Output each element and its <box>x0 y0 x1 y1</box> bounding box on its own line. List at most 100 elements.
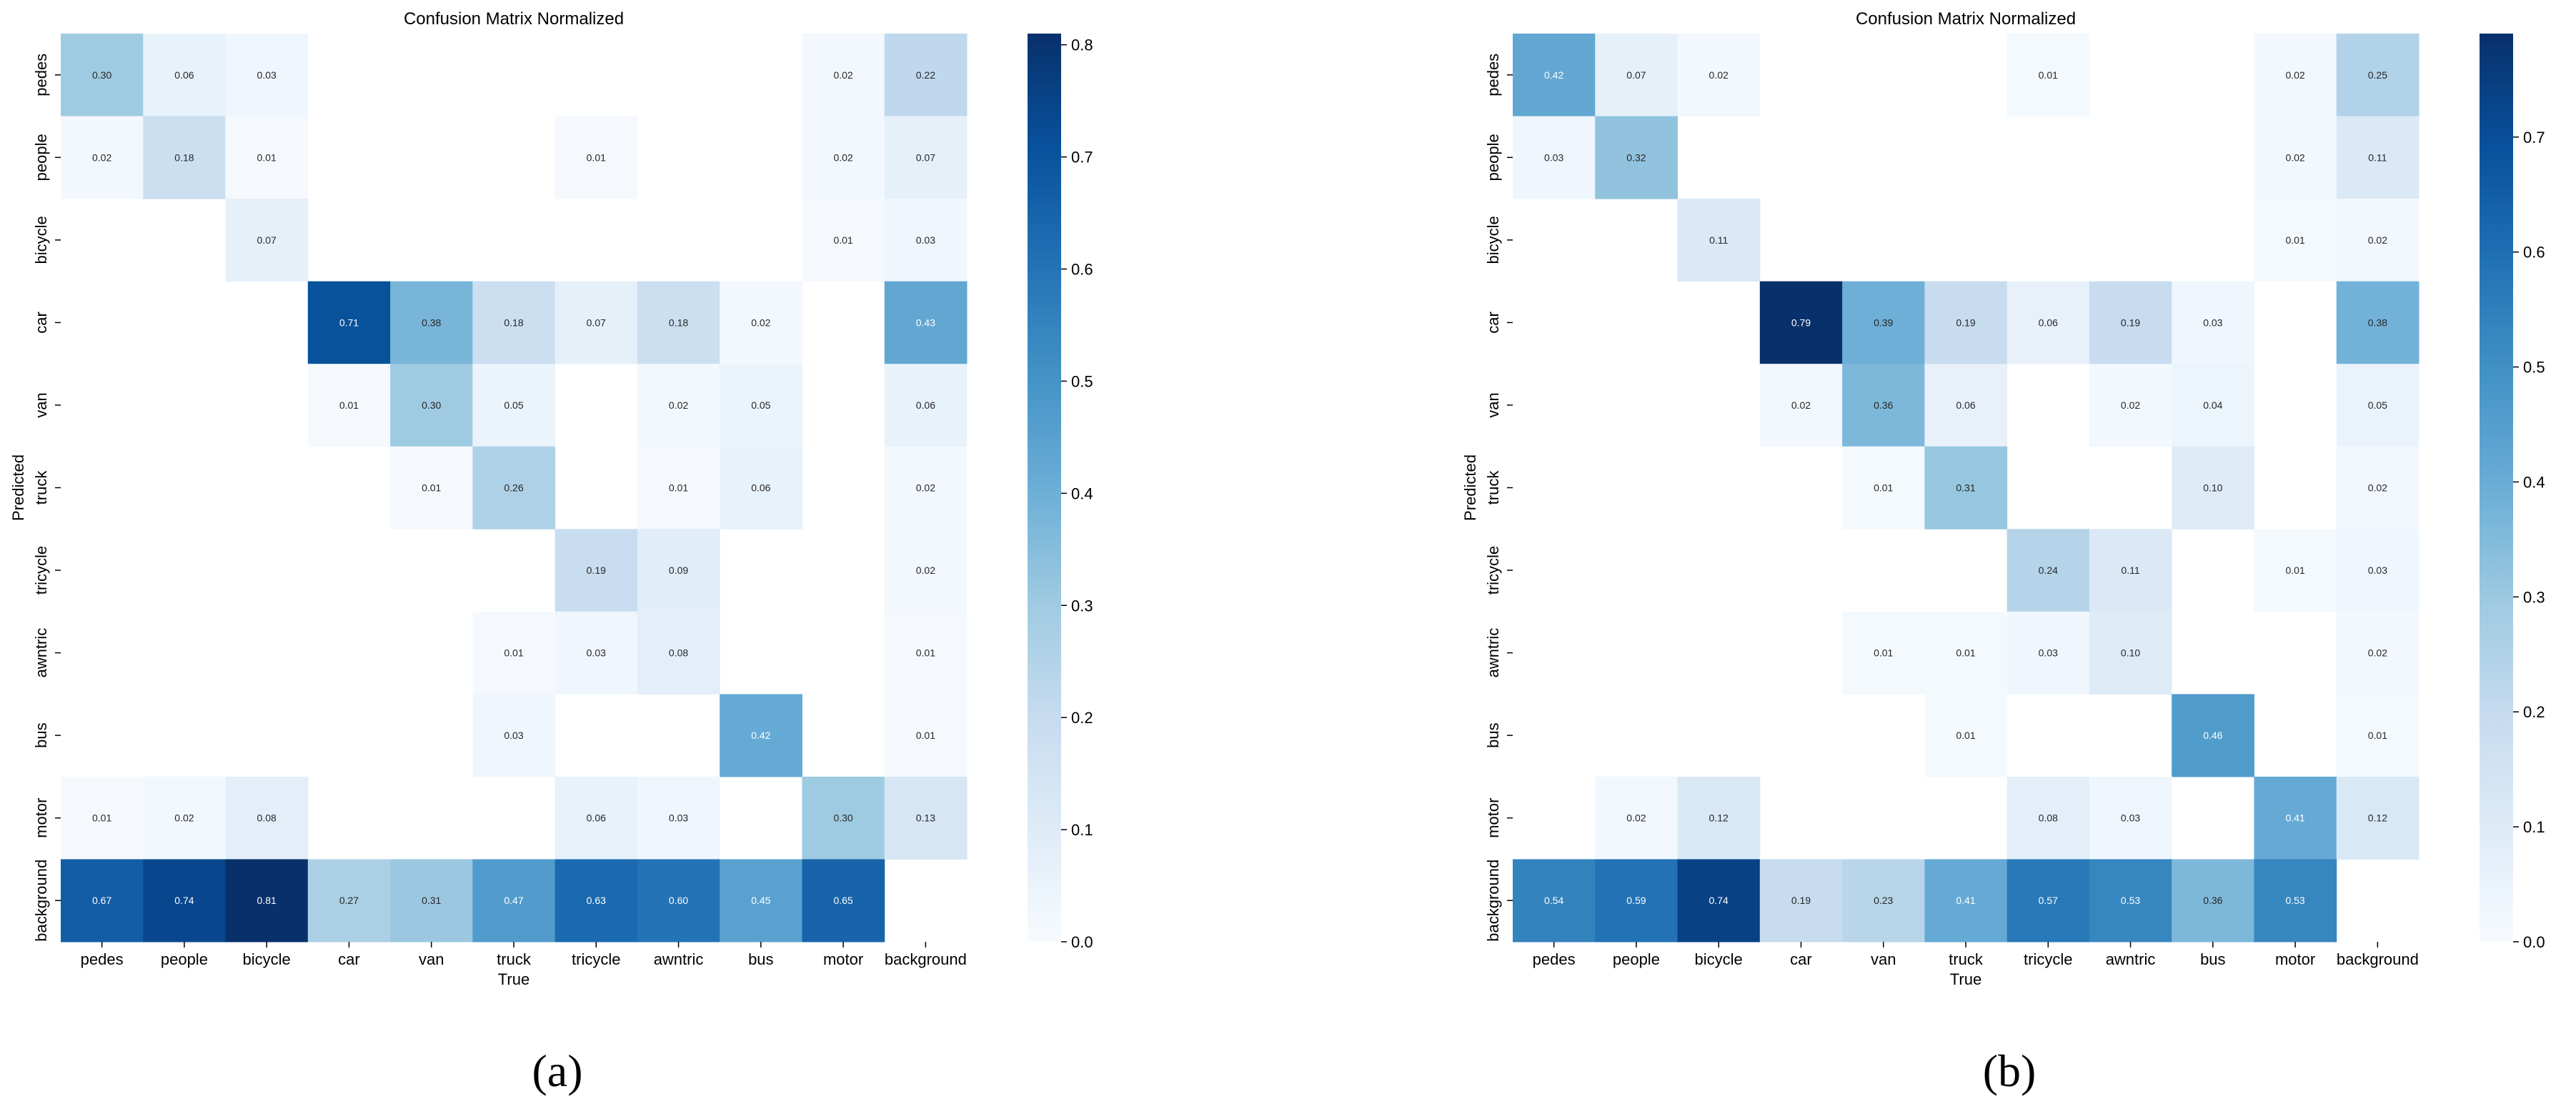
cell-value-label: 0.08 <box>669 647 688 659</box>
cell-value-label: 0.01 <box>2285 565 2304 576</box>
heatmap-cell <box>2006 611 2090 695</box>
panel-label: (a) <box>532 1045 582 1096</box>
x-tick-label: van <box>419 950 444 968</box>
colorbar-tick-label: 0.0 <box>2523 933 2545 951</box>
heatmap-cell <box>555 859 638 943</box>
y-tick-label: motor <box>32 798 50 838</box>
heatmap-cell <box>884 34 968 117</box>
cell-value-label: 0.01 <box>916 647 935 659</box>
y-tick-label: background <box>32 860 50 942</box>
cell-value-label: 0.47 <box>504 895 523 906</box>
x-tick-label: truck <box>497 950 532 968</box>
cell-value-label: 0.81 <box>257 895 277 906</box>
cell-value-label: 0.01 <box>1956 647 1975 659</box>
heatmap-cell <box>2006 34 2090 117</box>
y-axis-ticks: pedes people bicycle car van truck tricycle awn… <box>1484 54 1513 942</box>
heatmap-cell <box>61 34 144 117</box>
heatmap-cell <box>2336 529 2420 612</box>
y-tick-label: people <box>32 134 50 181</box>
cell-value-label: 0.42 <box>1544 69 1563 81</box>
heatmap-cell <box>2336 34 2420 117</box>
colorbar-tick-label: 0.3 <box>1071 597 1093 615</box>
x-tick-label: truck <box>1949 950 1984 968</box>
heatmap-cell <box>720 364 802 447</box>
heatmap-cell <box>1677 199 1761 282</box>
y-tick-label: tricycle <box>1484 546 1502 595</box>
cell-value-label: 0.65 <box>833 895 852 906</box>
cell-value-label: 0.06 <box>751 482 770 494</box>
cell-value-label: 0.27 <box>339 895 359 906</box>
x-tick-label: pedes <box>81 950 124 968</box>
y-tick-label: truck <box>1484 470 1502 505</box>
heatmap-cell <box>390 281 473 364</box>
cell-value-label: 0.59 <box>1626 895 1646 906</box>
x-tick-label: background <box>2337 950 2419 968</box>
cell-value-label: 0.54 <box>1544 895 1563 906</box>
heatmap-cell <box>390 859 473 943</box>
cell-value-label: 0.02 <box>1709 69 1729 81</box>
cell-value-label: 0.19 <box>1956 317 1975 328</box>
cell-value-label: 0.30 <box>92 69 111 81</box>
cell-value-label: 0.19 <box>587 565 606 576</box>
heatmap-cell <box>1842 859 1925 943</box>
cell-value-label: 0.18 <box>504 317 523 328</box>
cell-value-label: 0.01 <box>2285 234 2304 246</box>
heatmap-cell <box>2254 116 2337 199</box>
y-tick-label: van <box>32 392 50 417</box>
cell-value-label: 0.67 <box>92 895 111 906</box>
cell-value-label: 0.03 <box>669 812 688 824</box>
y-tick-label: van <box>1484 392 1502 417</box>
heatmap-cell <box>307 281 391 364</box>
heatmap-cell <box>1924 364 2008 447</box>
y-tick-label: car <box>32 312 50 334</box>
heatmap-cell <box>2089 364 2172 447</box>
colorbar-tick-label: 0.0 <box>1071 933 1093 951</box>
cell-value-label: 0.03 <box>916 234 935 246</box>
cell-value-label: 0.02 <box>833 151 852 163</box>
heatmap-cell <box>1595 34 1679 117</box>
x-tick-label: motor <box>823 950 863 968</box>
cell-value-label: 0.11 <box>2121 565 2139 576</box>
cell-value-label: 0.03 <box>2121 812 2140 824</box>
heatmap-cell <box>720 859 802 943</box>
colorbar-tick-label: 0.3 <box>2523 588 2545 606</box>
colorbar-gradient <box>1028 34 1061 942</box>
cell-value-label: 0.39 <box>1874 317 1893 328</box>
cell-value-label: 0.32 <box>1626 151 1646 163</box>
cell-value-label: 0.43 <box>916 317 935 328</box>
x-tick-label: bicycle <box>243 950 291 968</box>
heatmap-cell <box>802 116 885 199</box>
colorbar-tick-label: 0.6 <box>1071 261 1093 279</box>
heatmap-cell <box>884 364 968 447</box>
cell-value-label: 0.36 <box>2203 895 2222 906</box>
y-axis-label: Predicted <box>9 454 27 521</box>
cell-value-label: 0.01 <box>916 730 935 741</box>
y-axis-label: Predicted <box>1461 454 1479 521</box>
heatmap-cell <box>1759 281 1843 364</box>
heatmap-cell <box>2172 364 2254 447</box>
colorbar: 0.0 0.1 0.2 0.3 0.4 0.5 0.6 0.7 0.8 <box>1028 34 1093 951</box>
cell-value-label: 0.06 <box>2039 317 2058 328</box>
heatmap-cell <box>2006 529 2090 612</box>
cell-value-label: 0.02 <box>92 151 111 163</box>
cell-value-label: 0.07 <box>1626 69 1646 81</box>
cell-value-label: 0.38 <box>2368 317 2387 328</box>
x-tick-label: motor <box>2275 950 2315 968</box>
heatmap-cell <box>884 611 968 695</box>
cell-value-label: 0.63 <box>587 895 606 906</box>
colorbar-tick-label: 0.1 <box>2523 818 2545 836</box>
cell-value-label: 0.07 <box>257 234 277 246</box>
cell-value-label: 0.01 <box>669 482 688 494</box>
x-tick-label: car <box>338 950 360 968</box>
heatmap-cell <box>2172 859 2254 943</box>
x-tick-label: background <box>885 950 967 968</box>
heatmap-cell <box>2172 446 2254 529</box>
cell-value-label: 0.01 <box>92 812 111 824</box>
cell-value-label: 0.05 <box>504 399 523 411</box>
cell-value-label: 0.01 <box>1956 730 1975 741</box>
heatmap-cell <box>2172 694 2254 777</box>
cell-value-label: 0.38 <box>422 317 441 328</box>
heatmap-cell <box>2006 776 2090 860</box>
colorbar-tick-label: 0.5 <box>1071 372 1093 390</box>
